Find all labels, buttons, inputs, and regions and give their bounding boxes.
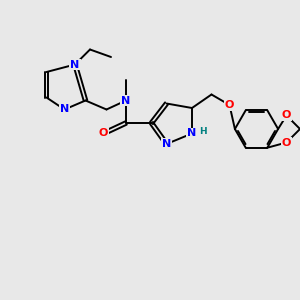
Text: O: O xyxy=(225,100,234,110)
Text: N: N xyxy=(188,128,196,139)
Text: O: O xyxy=(99,128,108,139)
Text: N: N xyxy=(162,139,171,149)
Text: O: O xyxy=(282,110,291,121)
Text: N: N xyxy=(70,59,80,70)
Text: N: N xyxy=(122,95,130,106)
Text: H: H xyxy=(200,127,207,136)
Text: N: N xyxy=(60,104,69,115)
Text: O: O xyxy=(282,137,291,148)
